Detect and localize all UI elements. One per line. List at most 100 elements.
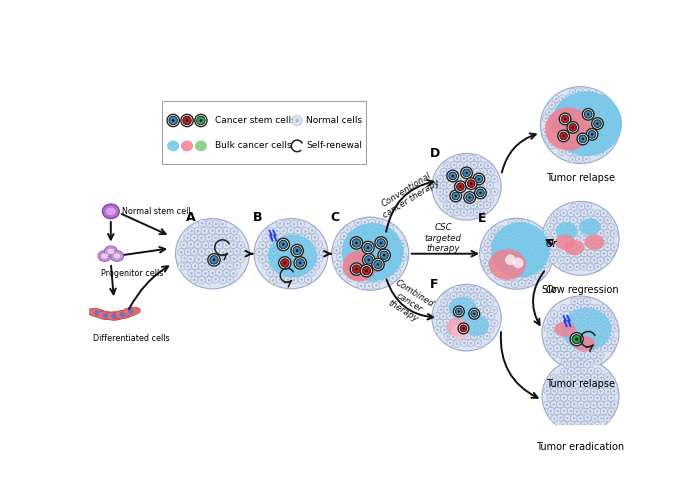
Circle shape	[561, 115, 569, 123]
Circle shape	[205, 248, 213, 256]
Circle shape	[487, 168, 494, 175]
Circle shape	[287, 255, 295, 262]
Circle shape	[583, 334, 586, 336]
Circle shape	[333, 261, 341, 268]
Circle shape	[562, 135, 565, 137]
Circle shape	[583, 347, 585, 349]
Circle shape	[563, 307, 565, 309]
Circle shape	[525, 226, 532, 233]
Circle shape	[215, 250, 217, 253]
Circle shape	[591, 133, 594, 136]
Circle shape	[379, 226, 386, 233]
Circle shape	[521, 229, 524, 231]
Circle shape	[447, 326, 454, 334]
Circle shape	[290, 276, 298, 284]
Circle shape	[494, 270, 496, 272]
Circle shape	[198, 234, 205, 242]
Circle shape	[368, 270, 370, 273]
Circle shape	[593, 354, 595, 356]
Circle shape	[288, 241, 295, 248]
Circle shape	[383, 254, 386, 257]
Circle shape	[552, 245, 554, 248]
Circle shape	[574, 304, 581, 311]
Circle shape	[579, 135, 587, 143]
Circle shape	[368, 259, 370, 261]
Circle shape	[443, 319, 450, 326]
Text: Bulk cancer cells: Bulk cancer cells	[215, 141, 291, 151]
Circle shape	[566, 263, 573, 271]
Circle shape	[450, 293, 457, 300]
Circle shape	[601, 124, 604, 127]
Ellipse shape	[107, 249, 114, 254]
Circle shape	[284, 262, 291, 270]
Circle shape	[211, 272, 214, 275]
Circle shape	[494, 256, 496, 258]
Circle shape	[579, 135, 586, 142]
Circle shape	[484, 162, 491, 169]
Circle shape	[544, 243, 551, 250]
Circle shape	[550, 104, 553, 106]
Circle shape	[603, 212, 605, 215]
Circle shape	[369, 233, 376, 240]
Circle shape	[486, 164, 489, 167]
Circle shape	[477, 189, 484, 197]
Circle shape	[442, 171, 445, 173]
Circle shape	[463, 169, 470, 177]
Circle shape	[586, 231, 588, 234]
Circle shape	[598, 130, 601, 133]
Circle shape	[315, 255, 323, 262]
Circle shape	[482, 185, 485, 187]
Circle shape	[128, 309, 134, 315]
Circle shape	[550, 324, 556, 331]
Circle shape	[233, 261, 241, 269]
Circle shape	[600, 223, 607, 230]
Circle shape	[584, 361, 591, 368]
Circle shape	[566, 149, 573, 156]
Circle shape	[197, 116, 205, 125]
Circle shape	[230, 255, 237, 262]
Circle shape	[505, 280, 512, 287]
Ellipse shape	[540, 87, 620, 163]
Circle shape	[584, 374, 591, 381]
Circle shape	[538, 253, 545, 260]
Circle shape	[314, 251, 316, 253]
Circle shape	[552, 219, 555, 222]
Circle shape	[491, 320, 498, 327]
Circle shape	[573, 358, 580, 365]
Circle shape	[547, 394, 554, 401]
Circle shape	[571, 298, 578, 305]
Circle shape	[368, 228, 370, 230]
Circle shape	[195, 228, 202, 235]
Circle shape	[556, 347, 559, 349]
Circle shape	[522, 247, 528, 254]
Circle shape	[447, 195, 454, 202]
Circle shape	[464, 192, 475, 203]
Ellipse shape	[104, 312, 123, 320]
Circle shape	[209, 270, 216, 277]
Circle shape	[602, 98, 605, 100]
Circle shape	[608, 224, 615, 230]
Circle shape	[579, 326, 582, 329]
Circle shape	[471, 310, 477, 317]
Circle shape	[370, 249, 373, 251]
Circle shape	[309, 227, 316, 234]
Circle shape	[569, 225, 572, 228]
Circle shape	[594, 237, 601, 244]
Circle shape	[540, 255, 543, 258]
Circle shape	[436, 175, 444, 183]
Circle shape	[484, 293, 491, 300]
Circle shape	[571, 158, 573, 161]
Circle shape	[449, 171, 452, 174]
Circle shape	[556, 397, 559, 400]
Circle shape	[534, 229, 536, 231]
Circle shape	[570, 401, 578, 408]
Circle shape	[463, 302, 465, 304]
Circle shape	[598, 415, 605, 422]
Circle shape	[596, 348, 598, 350]
Circle shape	[467, 168, 475, 175]
Circle shape	[513, 229, 516, 232]
Circle shape	[207, 250, 210, 253]
Circle shape	[450, 203, 457, 210]
Circle shape	[557, 337, 564, 345]
Ellipse shape	[167, 141, 179, 152]
